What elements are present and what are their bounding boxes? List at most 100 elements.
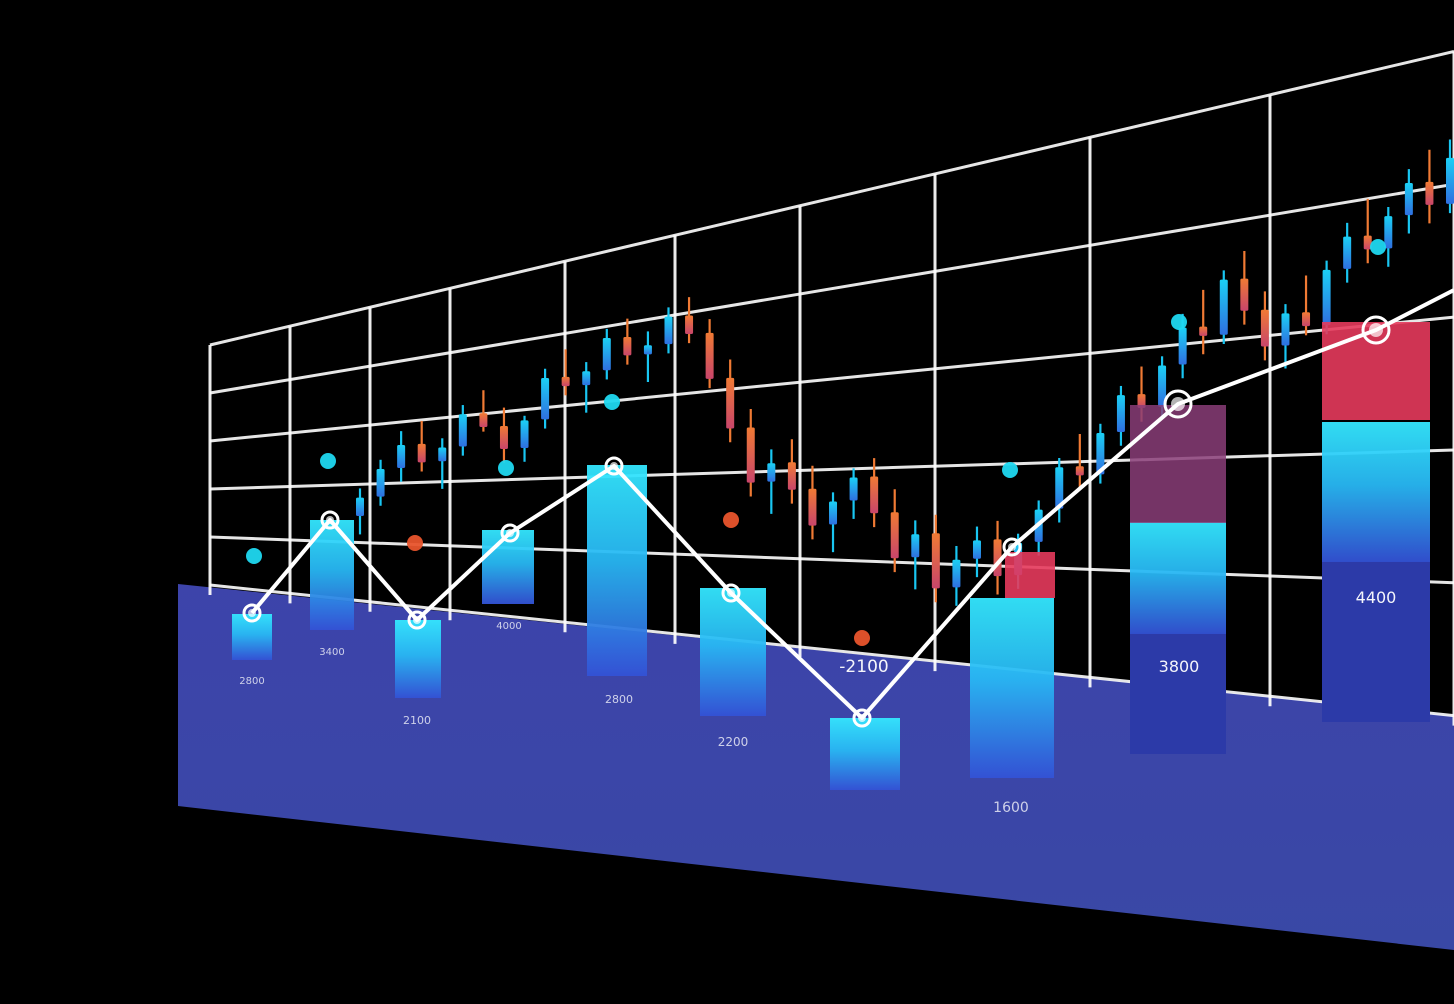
candle-body — [438, 447, 447, 462]
line-point — [1163, 389, 1193, 419]
line-point — [1002, 537, 1022, 557]
marker-dot — [1370, 239, 1386, 255]
candle-body — [479, 413, 488, 428]
candle-body — [1055, 467, 1064, 509]
candle-body — [1404, 182, 1413, 216]
grid-horizontal-line — [209, 182, 1454, 395]
candle-body — [602, 338, 611, 371]
bar — [395, 620, 441, 698]
line-point — [852, 708, 872, 728]
candle-body — [643, 345, 652, 355]
bar-cap — [1005, 552, 1055, 598]
candle-body — [1137, 394, 1146, 408]
bar-value-label: 4400 — [1356, 588, 1397, 607]
line-point-core — [727, 589, 735, 597]
candle-body — [1446, 157, 1454, 204]
line-point — [242, 603, 262, 623]
candle-body — [890, 512, 899, 559]
bar-value-label: 3400 — [319, 647, 344, 658]
grid-horizontal-line — [209, 315, 1454, 443]
marker-dot — [498, 460, 514, 476]
bar-value-label: 2800 — [605, 693, 633, 706]
candle-body — [705, 332, 714, 379]
bar-value-label: 2200 — [718, 735, 749, 749]
bar-cap — [1322, 322, 1430, 420]
candle-body — [1363, 235, 1372, 250]
candle-body — [726, 377, 735, 429]
grid-horizontal-line — [209, 583, 1454, 718]
line-point-core — [413, 616, 421, 624]
candle-body — [417, 443, 426, 463]
bar-base — [1322, 562, 1430, 722]
candle-body — [541, 377, 550, 420]
candle-body — [1178, 327, 1187, 365]
candle-body — [356, 497, 364, 516]
marker-dot — [246, 548, 262, 564]
candle-body — [458, 414, 467, 447]
bar-cap — [1130, 405, 1226, 523]
bar-value-label: 1600 — [993, 800, 1029, 816]
line-point-core — [1369, 323, 1383, 337]
candle-body — [746, 427, 755, 483]
bar-series — [232, 322, 1430, 790]
candle-body — [1158, 365, 1167, 407]
line-point-core — [248, 609, 256, 617]
candle-body — [931, 533, 940, 589]
bar-value-label: 3800 — [1159, 657, 1200, 676]
candle-body — [1260, 309, 1269, 347]
marker-dot — [320, 453, 336, 469]
bar — [970, 598, 1054, 778]
candle-body — [767, 463, 776, 482]
candle-body — [1219, 279, 1228, 335]
line-point — [407, 610, 427, 630]
bar — [1322, 422, 1430, 562]
marker-dot — [723, 512, 739, 528]
bar — [1130, 522, 1226, 634]
candle-body — [1075, 466, 1084, 476]
chart-floor — [178, 584, 1454, 950]
bar-value-label: 4000 — [496, 621, 521, 632]
line-series — [242, 239, 1454, 728]
line-point — [500, 523, 520, 543]
line-point-core — [506, 529, 514, 537]
candle-body — [376, 468, 385, 497]
marker-dot — [854, 630, 870, 646]
bar — [587, 465, 647, 676]
line-point-core — [326, 516, 334, 524]
candle-body — [1096, 432, 1105, 475]
grid-lines — [208, 49, 1454, 726]
candle-body — [829, 501, 838, 525]
bar-base — [1130, 634, 1226, 754]
line-point — [320, 510, 340, 530]
candle-body — [685, 315, 694, 334]
candle-body — [1384, 216, 1393, 249]
bar — [830, 718, 900, 790]
candle-body — [1302, 312, 1311, 327]
candle-body — [849, 477, 858, 501]
marker-dot — [407, 535, 423, 551]
line-point — [721, 583, 741, 603]
candle-body — [1116, 395, 1125, 432]
line-point-core — [610, 462, 618, 470]
bar-value-label: -2100 — [839, 657, 888, 677]
candle-body — [808, 488, 817, 526]
candle-body — [499, 426, 508, 450]
candle-body — [1240, 278, 1249, 311]
line-point — [1361, 315, 1391, 345]
candle-body — [911, 534, 920, 558]
bar-value-labels: 2800 3400 2100 4000 2800 2200 -2100 1600 3800 440… — [239, 588, 1396, 816]
grid-horizontal-line — [209, 49, 1454, 347]
candle-body — [582, 371, 591, 386]
candle-body — [1322, 269, 1331, 326]
line-point-core — [1171, 397, 1185, 411]
marker-dot — [604, 394, 620, 410]
grid-horizontal-line — [209, 448, 1454, 491]
line-point — [604, 456, 624, 476]
bar — [700, 588, 766, 716]
candle-body — [787, 462, 796, 490]
candle-body — [664, 316, 673, 345]
marker-dot — [1002, 462, 1018, 478]
candle-body — [520, 420, 529, 448]
line-point-core — [1008, 543, 1016, 551]
